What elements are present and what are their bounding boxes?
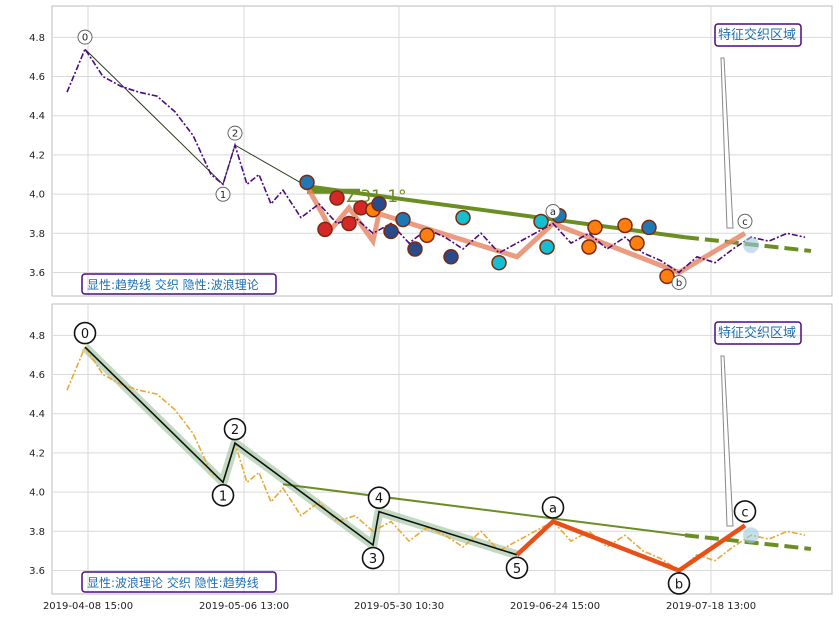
intersection-marker [743,527,759,544]
price-line [66,345,806,572]
top-panel: 3.63.84.04.24.44.64.8∠31.1°012abc特征交织区域显… [29,5,833,297]
wave-point-marker [211,484,235,507]
y-tick-label: 4.0 [29,488,45,499]
wave-marker [395,211,411,228]
wave-marker [641,219,657,236]
y-tick-label: 4.6 [29,72,45,83]
wave-point-marker [223,417,247,441]
wave-marker [407,241,423,257]
panel-note-box [81,273,277,295]
y-tick-label: 3.8 [29,527,45,538]
impulse-wave-line [84,346,518,556]
wave-point-label: a [549,502,557,517]
y-tick-label: 4.4 [29,111,45,122]
wave-marker [533,213,549,230]
y-tick-label: 3.6 [29,268,45,279]
x-tick-label: 2019-05-30 10:30 [354,601,444,612]
wave-point-marker [367,486,391,510]
correction-wave-line [515,518,747,574]
wave-point-marker [671,274,687,290]
y-tick-label: 3.6 [29,566,45,577]
panel-note-box [81,571,277,593]
y-tick-label: 4.8 [29,331,45,342]
x-tick-label: 2019-07-18 13:00 [666,601,756,612]
wave-point-label: c [742,217,748,228]
trend-line [282,483,686,537]
y-tick-label: 4.4 [29,409,45,420]
wave-point-label: 5 [513,562,521,577]
wave-marker [659,268,675,285]
wave-marker [629,235,645,251]
wave-marker [371,196,387,212]
wave-point-label: b [675,577,683,592]
wave-marker [317,221,333,238]
wave-point-label: b [676,278,682,289]
x-axis: 2019-04-08 15:00 2019-05-06 13:00 2019-05-… [43,601,756,612]
wave-marker [617,217,633,234]
wave-point-marker [545,204,561,219]
price-line [66,47,806,274]
wave-marker [587,219,603,236]
wave-point-marker [541,496,565,519]
wave-point-label: 3 [369,552,377,567]
wave-marker [299,174,315,191]
wave-point-marker [361,546,385,570]
wave-point-label: a [550,207,556,218]
wave-point-label: 2 [232,129,238,140]
wave-point-marker [505,556,529,580]
wave-point-marker [77,29,93,45]
y-tick-label: 3.8 [29,229,45,240]
wave-marker [455,209,471,226]
feature-zone-label: 特征交织区域 [718,27,796,43]
wave-marker [443,249,459,265]
panel-note-label: 显性:趋势线 交织 隐性:波浪理论 [87,277,259,292]
intersection-marker [743,237,759,254]
wave-point-label: 4 [375,492,383,507]
wave-marker [539,239,555,255]
pointer-arrow [720,57,734,229]
wave-point-label: 1 [220,190,226,201]
wave-marker [341,215,357,232]
feature-zone-label: 特征交织区域 [718,325,796,341]
wave-marker [491,254,507,271]
wave-point-label: 2 [231,423,239,438]
wave-marker [581,239,597,255]
wave-point-marker [737,213,753,229]
feature-zone-box [714,321,802,345]
wave-point-label: c [741,505,748,520]
y-tick-label: 4.8 [29,33,45,44]
wave-point-marker [227,125,243,141]
wave-point-marker [215,186,231,202]
panel-note-label: 显性:波浪理论 交织 隐性:趋势线 [87,575,259,590]
plot-frame [51,5,833,297]
wave-marker [383,223,399,240]
y-tick-label: 4.0 [29,190,45,201]
wave-point-label: 0 [81,327,89,342]
y-tick-label: 4.2 [29,150,45,161]
plot-frame [51,303,833,595]
wave-point-marker [733,500,757,523]
wave-marker [419,227,435,244]
x-tick-label: 2019-05-06 13:00 [199,601,289,612]
wave-point-label: 0 [82,33,88,44]
x-tick-label: 2019-04-08 15:00 [43,601,133,612]
feature-zone-box [714,23,802,47]
x-tick-label: 2019-06-24 15:00 [510,601,600,612]
pointer-arrow [720,355,734,527]
y-tick-label: 4.6 [29,370,45,381]
y-tick-label: 4.2 [29,448,45,459]
wave-point-marker [667,572,691,595]
wave-marker [329,190,345,206]
wave-point-label: 1 [219,489,227,504]
wave-point-marker [73,321,97,345]
bottom-panel: 3.6 3.8 4.0 4.2 4.4 4.6 4.8 0 1 2 3 4 5 a b c 特征交织区域显性:波… [29,303,833,595]
